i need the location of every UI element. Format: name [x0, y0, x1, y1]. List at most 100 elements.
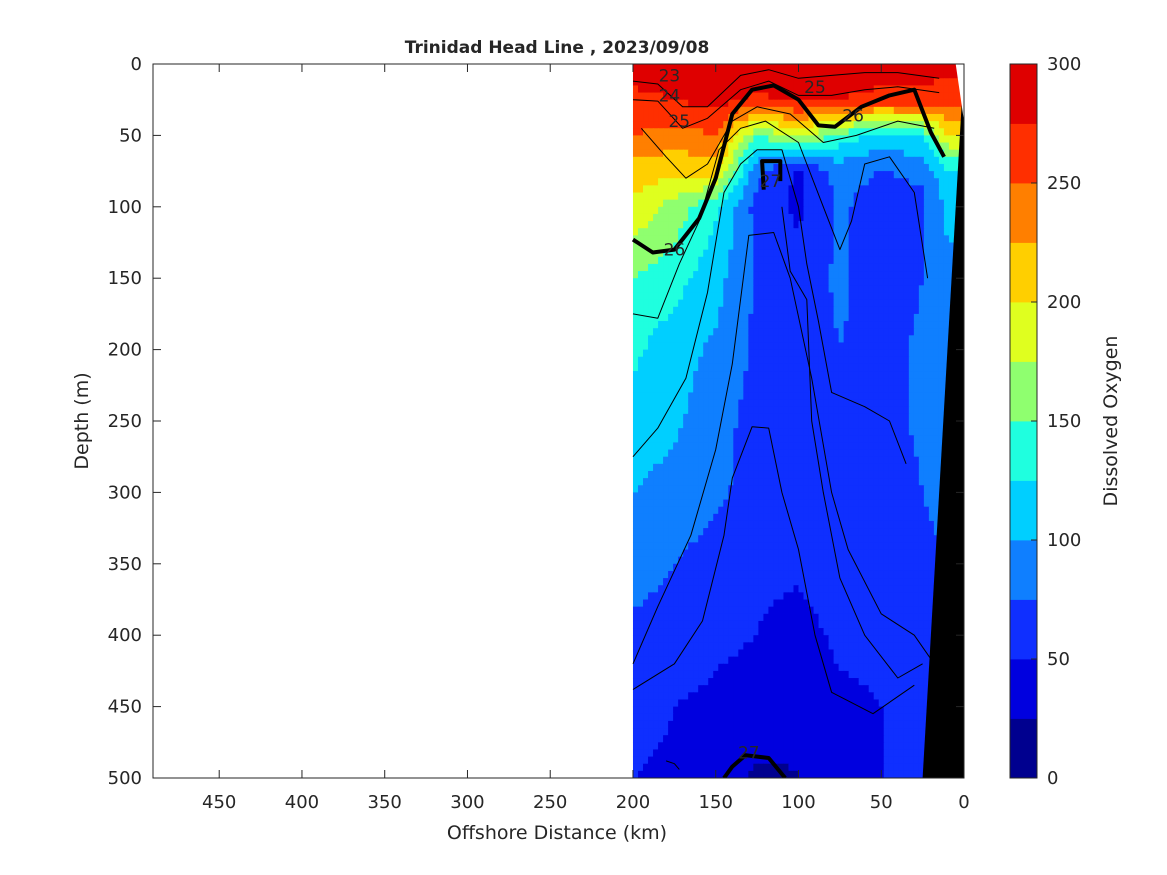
oxygen-cell — [858, 113, 865, 122]
oxygen-cell — [743, 113, 749, 122]
oxygen-cell — [808, 71, 815, 79]
oxygen-cell — [703, 306, 709, 315]
oxygen-cell — [793, 585, 800, 593]
oxygen-cell — [838, 206, 845, 215]
oxygen-cell — [648, 435, 654, 444]
oxygen-cell — [933, 349, 940, 358]
oxygen-cell — [838, 378, 845, 386]
oxygen-cell — [798, 64, 805, 72]
oxygen-cell — [803, 399, 810, 408]
oxygen-cell — [698, 121, 704, 129]
oxygen-cell — [803, 363, 810, 372]
oxygen-cell — [763, 363, 769, 372]
oxygen-cell — [632, 263, 639, 272]
oxygen-cell — [918, 199, 925, 208]
oxygen-cell — [918, 506, 925, 515]
oxygen-cell — [638, 392, 644, 401]
oxygen-cell — [828, 371, 835, 379]
oxygen-cell — [948, 256, 955, 265]
oxygen-cell — [868, 470, 875, 479]
oxygen-cell — [873, 185, 880, 194]
oxygen-cell — [878, 356, 885, 365]
oxygen-cell — [643, 121, 649, 129]
oxygen-cell — [903, 342, 910, 351]
oxygen-cell — [658, 549, 664, 558]
oxygen-cell — [748, 78, 754, 87]
oxygen-cell — [763, 378, 769, 386]
oxygen-cell — [853, 313, 860, 322]
oxygen-cell — [693, 71, 699, 79]
oxygen-cell — [803, 206, 810, 215]
oxygen-cell — [848, 292, 855, 301]
oxygen-cell — [838, 506, 845, 515]
oxygen-cell — [888, 485, 895, 493]
oxygen-cell — [663, 442, 669, 451]
oxygen-cell — [738, 492, 744, 501]
oxygen-cell — [948, 142, 955, 151]
oxygen-cell — [888, 528, 895, 536]
oxygen-cell — [728, 64, 734, 72]
oxygen-cell — [868, 585, 875, 593]
oxygen-cell — [813, 135, 820, 144]
oxygen-cell — [813, 128, 820, 136]
oxygen-cell — [753, 306, 759, 315]
oxygen-cell — [683, 192, 689, 201]
oxygen-cell — [753, 421, 759, 429]
oxygen-cell — [683, 99, 689, 108]
oxygen-cell — [643, 156, 649, 165]
oxygen-cell — [708, 378, 714, 386]
oxygen-cell — [918, 513, 925, 522]
oxygen-cell — [723, 64, 729, 72]
oxygen-cell — [883, 485, 890, 493]
oxygen-cell — [903, 149, 910, 158]
oxygen-cell — [828, 349, 835, 358]
oxygen-cell — [698, 221, 704, 229]
oxygen-cell — [933, 113, 940, 122]
oxygen-cell — [653, 585, 659, 593]
oxygen-cell — [753, 535, 759, 543]
oxygen-cell — [733, 156, 739, 165]
oxygen-cell — [748, 513, 754, 522]
oxygen-cell — [718, 128, 724, 136]
oxygen-cell — [648, 64, 654, 72]
oxygen-cell — [933, 456, 940, 465]
oxygen-cell — [753, 542, 759, 551]
oxygen-cell — [843, 178, 850, 186]
oxygen-cell — [748, 142, 754, 151]
oxygen-cell — [893, 385, 900, 394]
oxygen-cell — [893, 99, 900, 108]
oxygen-cell — [828, 221, 835, 229]
oxygen-cell — [648, 206, 654, 215]
oxygen-cell — [713, 578, 719, 586]
oxygen-cell — [698, 128, 704, 136]
oxygen-cell — [888, 263, 895, 272]
oxygen-cell — [898, 520, 905, 529]
oxygen-cell — [838, 321, 845, 329]
oxygen-cell — [843, 371, 850, 379]
oxygen-cell — [883, 556, 890, 565]
oxygen-cell — [658, 513, 664, 522]
oxygen-cell — [758, 278, 764, 286]
oxygen-cell — [728, 178, 734, 186]
oxygen-cell — [898, 535, 905, 543]
oxygen-cell — [823, 399, 830, 408]
oxygen-cell — [743, 256, 749, 265]
oxygen-cell — [793, 592, 800, 601]
oxygen-cell — [648, 178, 654, 186]
oxygen-cell — [698, 413, 704, 422]
oxygen-cell — [908, 520, 915, 529]
oxygen-cell — [753, 185, 759, 194]
oxygen-cell — [708, 228, 714, 236]
oxygen-cell — [663, 71, 669, 79]
oxygen-cell — [888, 356, 895, 365]
oxygen-cell — [748, 271, 754, 279]
oxygen-cell — [718, 92, 724, 101]
oxygen-cell — [632, 306, 639, 315]
oxygen-cell — [698, 485, 704, 493]
oxygen-cell — [733, 121, 739, 129]
oxygen-cell — [928, 528, 935, 536]
oxygen-cell — [818, 535, 825, 543]
oxygen-cell — [658, 121, 664, 129]
oxygen-cell — [878, 142, 885, 151]
oxygen-cell — [833, 599, 840, 608]
